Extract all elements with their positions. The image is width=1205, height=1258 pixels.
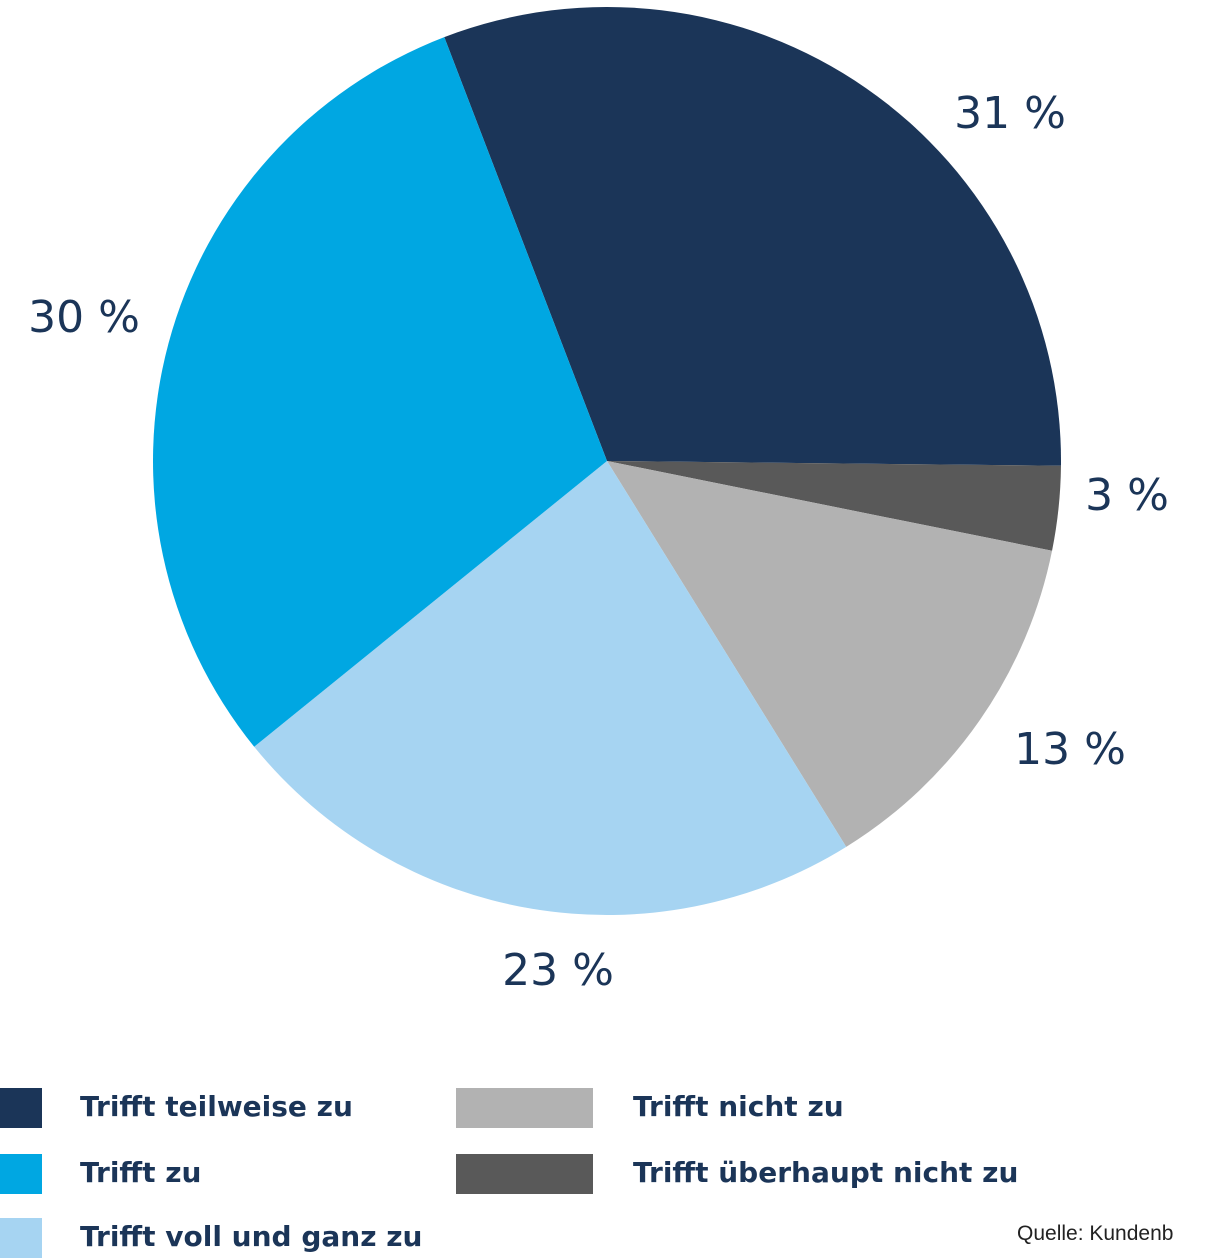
pie-slice-trifft-teilweise-zu — [444, 6, 1062, 466]
legend-label: Trifft voll und ganz zu — [80, 1220, 423, 1253]
legend-item-trifft-ueberhaupt-nicht-zu: Trifft überhaupt nicht zu — [456, 1154, 1018, 1194]
legend-item-trifft-teilweise-zu: Trifft teilweise zu — [0, 1088, 353, 1128]
slice-percent-label: 31 % — [954, 88, 1066, 139]
legend-label: Trifft zu — [80, 1156, 202, 1189]
legend-label: Trifft überhaupt nicht zu — [633, 1156, 1019, 1189]
slice-percent-label: 23 % — [502, 945, 614, 996]
legend-swatch — [456, 1088, 593, 1128]
legend-item-trifft-voll-und-ganz-zu: Trifft voll und ganz zu — [0, 1218, 422, 1258]
source-note: Quelle: Kundenb — [1017, 1222, 1174, 1245]
slice-percent-label: 3 % — [1085, 470, 1169, 521]
pie-slice-trifft-nicht-zu — [607, 461, 1053, 847]
legend-swatch — [0, 1154, 42, 1194]
legend-label: Trifft teilweise zu — [80, 1090, 353, 1123]
pie-slice-trifft-zu — [153, 37, 607, 747]
legend-item-trifft-nicht-zu: Trifft nicht zu — [456, 1088, 844, 1128]
legend-swatch — [456, 1154, 593, 1194]
legend-item-trifft-zu: Trifft zu — [0, 1154, 201, 1194]
legend-swatch — [0, 1218, 42, 1258]
slice-percent-label: 13 % — [1014, 724, 1126, 775]
slice-percent-label: 30 % — [28, 292, 140, 343]
pie-slice-trifft-berhaupt-nicht-zu — [607, 461, 1061, 551]
legend-swatch — [0, 1088, 42, 1128]
pie-slice-trifft-voll-und-ganz-zu — [254, 461, 847, 915]
legend-label: Trifft nicht zu — [633, 1090, 844, 1123]
